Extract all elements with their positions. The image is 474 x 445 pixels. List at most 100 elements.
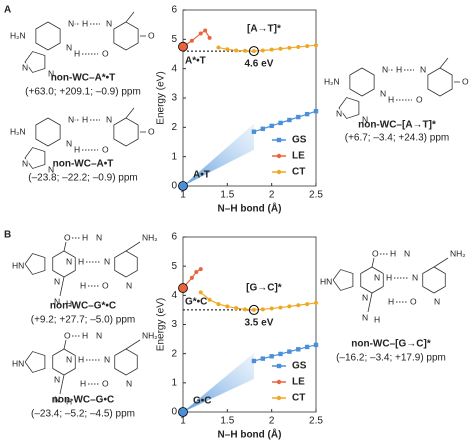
atom-label: O (148, 30, 155, 40)
atom-label: N (126, 280, 132, 290)
y-tick-label: 6 (171, 232, 177, 243)
marker (207, 35, 212, 40)
y-tick-label: 1 (171, 151, 177, 162)
y-tick-label: 0 (171, 181, 177, 192)
marker (260, 126, 265, 131)
atom-label: H (66, 298, 72, 308)
legend-marker (276, 379, 282, 385)
ring (349, 67, 375, 97)
highlight (248, 304, 259, 315)
atom-label: H (82, 114, 88, 124)
marker (278, 120, 283, 126)
y-tick-label: 5 (171, 261, 177, 272)
ring (427, 67, 453, 97)
marker (243, 48, 248, 53)
marker (198, 267, 203, 272)
marker (296, 44, 301, 49)
x-axis-label: N–H bond (Å) (218, 202, 282, 215)
atom-label: H (386, 272, 392, 282)
atom-label: N (66, 138, 72, 148)
atom-label: H₂N (10, 126, 26, 136)
atom-label: N (22, 62, 28, 72)
x-tick-label: 2.5 (309, 416, 323, 427)
series-line (200, 291, 317, 311)
atom-label: H (78, 256, 84, 266)
marker (260, 356, 265, 361)
bond (439, 57, 449, 69)
atom-label: N (382, 64, 388, 74)
chemical-shifts: (+6.7; –3.4; +24.3) ppm (345, 133, 450, 144)
atom-label: N (380, 88, 386, 98)
bond (371, 257, 375, 268)
x-tick-label: 1 (180, 416, 186, 427)
y-tick-label: 5 (171, 34, 177, 45)
atom-label: N (362, 312, 368, 322)
annotation: 4.6 eV (244, 59, 273, 70)
marker (296, 347, 301, 352)
bond (63, 339, 67, 350)
ring (24, 51, 46, 73)
atom-label: H (390, 248, 396, 258)
annotation: [G→C]* (246, 283, 282, 294)
atom-label: N (104, 354, 110, 364)
atom-label: O (102, 280, 109, 290)
legend-label: CT (292, 167, 305, 178)
y-axis-label: Energy (eV) (156, 71, 167, 124)
chemical-shifts: (–23.8; –22.2; –0.9) ppm (28, 173, 138, 184)
marker (198, 31, 203, 36)
bond (125, 241, 141, 252)
marker (203, 28, 208, 33)
atom-label: N (96, 330, 102, 340)
ring (24, 253, 46, 275)
atom-label: N (48, 164, 54, 174)
atom-label: N (106, 18, 112, 28)
ring (114, 348, 138, 376)
y-tick-label: 2 (171, 122, 177, 133)
atom-label: N (374, 272, 380, 282)
atom-label: N (54, 276, 60, 286)
marker (287, 45, 292, 50)
marker (251, 129, 257, 134)
atom-label: O (410, 296, 417, 306)
atom-label: N (362, 292, 368, 302)
series-line (182, 268, 202, 289)
marker (251, 49, 256, 54)
marker (194, 270, 199, 274)
marker (278, 46, 283, 51)
bond (59, 276, 65, 297)
annotation: G*•C (185, 297, 207, 308)
marker (189, 275, 194, 280)
series-line (218, 44, 317, 52)
y-axis-label: Energy (eV) (156, 298, 167, 351)
panel-label: A (4, 5, 11, 16)
bond (63, 241, 67, 252)
annotation: A*•T (185, 55, 206, 66)
atom-label: O (102, 144, 109, 154)
legend-label: GS (292, 135, 307, 146)
chemical-shifts: (–23.4; –5.2; –4.5) ppm (31, 409, 135, 420)
marker (313, 109, 319, 114)
ring (35, 117, 61, 147)
atom-label: H (82, 18, 88, 28)
atom-label: O (102, 48, 109, 58)
marker (243, 307, 248, 312)
atom-label: H (80, 378, 86, 388)
marker (251, 358, 257, 364)
annotation: 3.5 eV (244, 318, 273, 329)
atom-label: N (104, 256, 110, 266)
atom-label: N (404, 248, 410, 258)
marker (269, 354, 274, 359)
ring (113, 117, 139, 147)
marker (216, 302, 221, 307)
ring (113, 21, 139, 51)
ring (24, 147, 46, 169)
atom-label: H (388, 296, 394, 306)
atom-label: O (372, 248, 379, 258)
annotation: [A→T]* (247, 24, 281, 35)
marker (287, 117, 292, 123)
atom-label: O (148, 126, 155, 136)
x-axis-label: N–H bond (Å) (218, 428, 282, 441)
